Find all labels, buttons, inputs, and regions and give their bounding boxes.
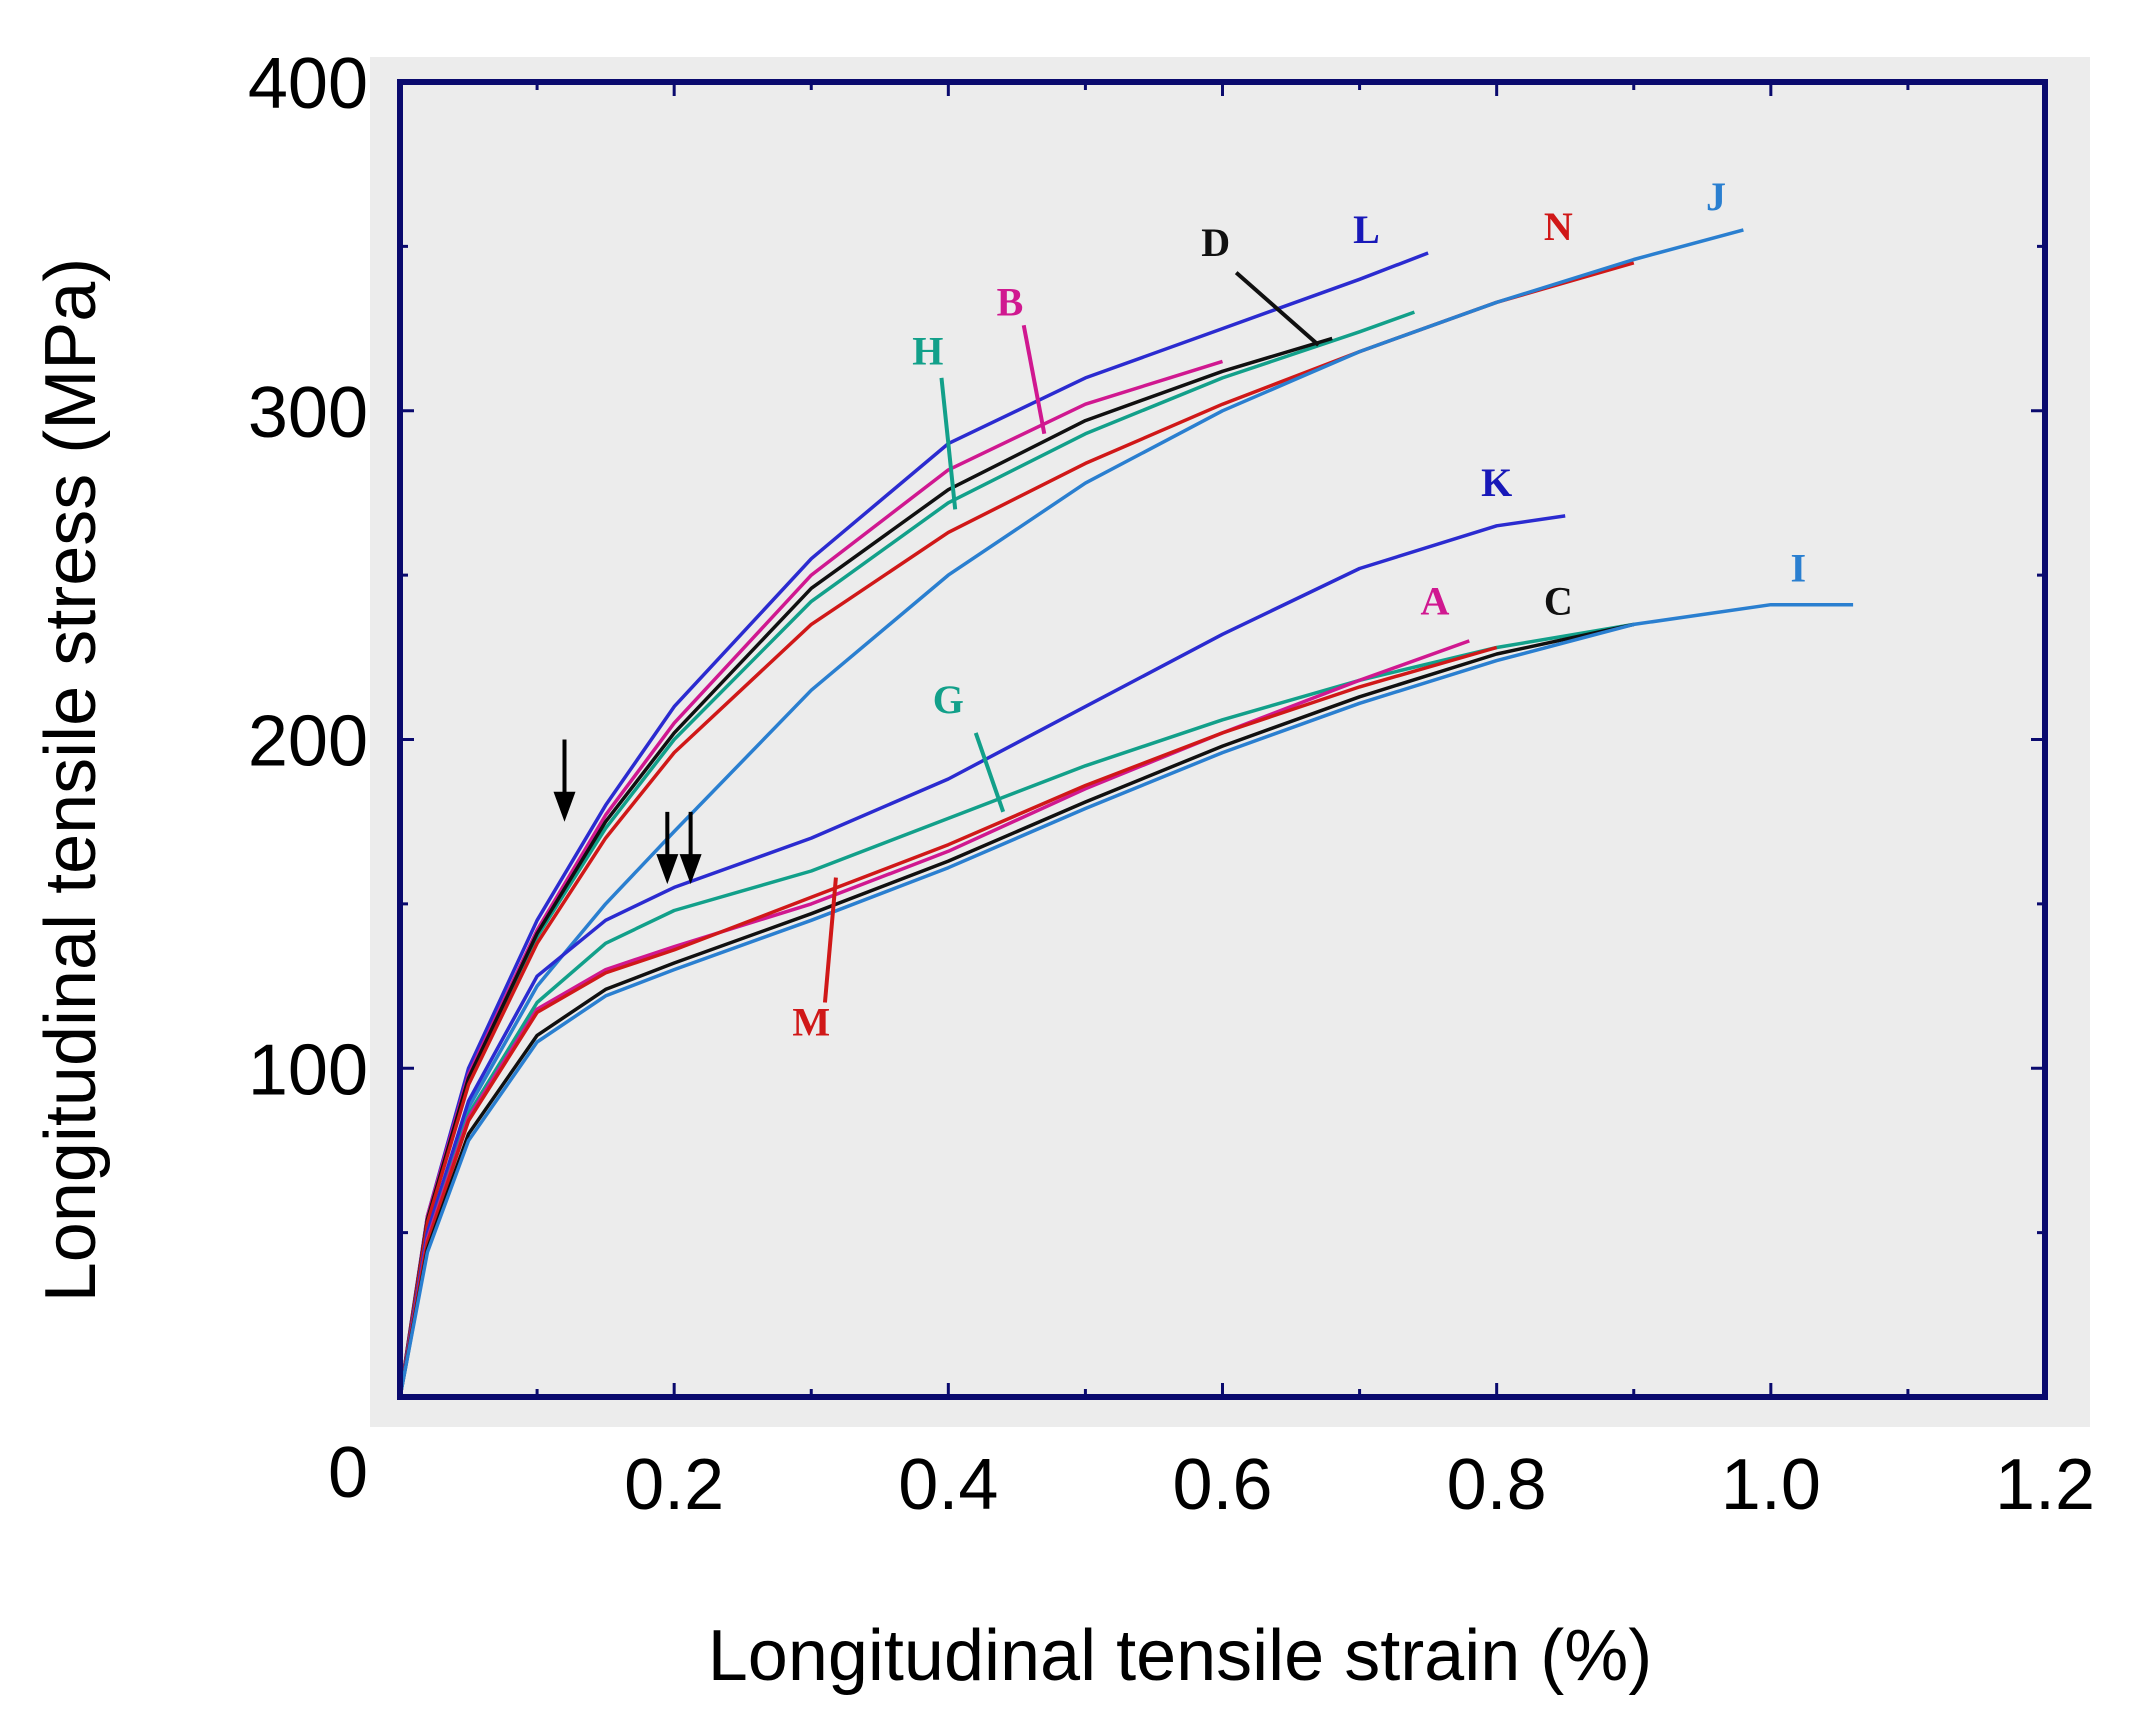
curve-label-A: A <box>1421 579 1450 624</box>
y-tick-label: 400 <box>248 44 368 124</box>
x-tick-label: 1.2 <box>1995 1445 2095 1525</box>
curve-label-D: D <box>1201 220 1230 265</box>
curve-label-H: H <box>912 329 943 374</box>
curve-label-J: J <box>1706 174 1726 219</box>
curve-labels: L D N J B H K A C I G M <box>792 174 1806 1044</box>
x-tick-label: 0.2 <box>624 1445 724 1525</box>
series-line-I <box>398 602 1854 1398</box>
y-tick-label: 300 <box>248 373 368 453</box>
curve-label-K: K <box>1481 460 1512 505</box>
curve-label-M: M <box>792 999 830 1044</box>
curve-label-L: L <box>1353 207 1380 252</box>
series-line-K <box>398 514 1566 1398</box>
plot-frame <box>397 79 2048 1400</box>
y-tick-label: 200 <box>248 702 368 782</box>
series-line-J <box>398 228 1744 1398</box>
curve-label-I: I <box>1790 546 1806 591</box>
leader-line <box>1234 271 1320 347</box>
arrow-markers <box>553 739 702 885</box>
curve-label-N: N <box>1544 204 1573 249</box>
curve-label-C: C <box>1544 579 1573 624</box>
series-line-M <box>398 645 1498 1398</box>
series-lines <box>398 228 1854 1398</box>
x-axis-title: Longitudinal tensile strain (%) <box>708 1616 1653 1696</box>
curve-label-B: B <box>997 279 1024 324</box>
series-line-C <box>398 622 1635 1398</box>
curve-label-G: G <box>933 677 964 722</box>
arrow-head <box>656 854 679 885</box>
y-tick-label: 100 <box>248 1030 368 1110</box>
leader-lines <box>822 271 1320 1003</box>
y-tick-label: 0 <box>328 1433 368 1513</box>
x-tick-labels: 0.2 0.4 0.6 0.8 1.0 1.2 <box>624 1445 2095 1525</box>
arrow-head <box>553 791 576 822</box>
x-tick-label: 1.0 <box>1721 1445 1821 1525</box>
x-tick-label: 0.8 <box>1447 1445 1547 1525</box>
leader-line <box>973 732 1006 813</box>
leader-line <box>1021 324 1047 435</box>
y-axis-title: Longitudinal tensile stress (MPa) <box>31 258 111 1303</box>
leader-line <box>822 877 838 1003</box>
x-tick-label: 0.6 <box>1172 1445 1272 1525</box>
x-tick-label: 0.4 <box>898 1445 998 1525</box>
y-tick-labels: 0 100 200 300 400 <box>248 44 368 1513</box>
arrow-head <box>679 854 702 885</box>
leader-line <box>939 377 958 510</box>
